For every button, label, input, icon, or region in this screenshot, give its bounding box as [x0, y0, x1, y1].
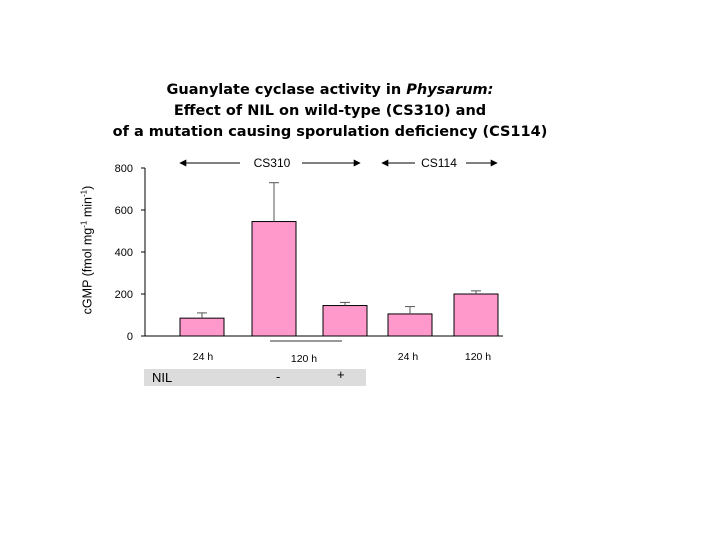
bar [387, 313, 433, 337]
bar [453, 293, 499, 337]
y-tick-label: 800 [115, 163, 133, 175]
nil-label: NIL [152, 370, 173, 385]
title-line-3: of a mutation causing sporulation defici… [112, 124, 548, 140]
y-tick-label: 0 [127, 331, 133, 343]
y-tick-label: 400 [115, 247, 133, 259]
group-label: CS310 [254, 156, 291, 170]
x-tick-label: 120 h [465, 351, 491, 363]
nil-plus-label: + [337, 367, 345, 382]
title-line-1-italic: Physarum: [406, 82, 494, 98]
x-tick-label: 120 h [291, 353, 317, 365]
y-tick-label: 600 [115, 205, 133, 217]
group-label: CS114 [421, 156, 457, 170]
chart-title: Guanylate cyclase activity in Physarum: … [60, 80, 600, 143]
bar [251, 221, 297, 337]
bar [322, 305, 368, 337]
x-tick-label: 24 h [193, 351, 214, 363]
title-line-2: Effect of NIL on wild-type (CS310) and [173, 103, 487, 119]
title-line-1: Guanylate cyclase activity in Physarum: [60, 80, 600, 101]
y-tick-label: 200 [115, 289, 133, 301]
nil-minus-label: - [276, 369, 281, 384]
x-tick-label: 24 h [398, 351, 419, 363]
nil-row-background [144, 369, 366, 386]
title-line-1-text: Guanylate cyclase activity in [166, 82, 407, 98]
bar [179, 317, 225, 337]
